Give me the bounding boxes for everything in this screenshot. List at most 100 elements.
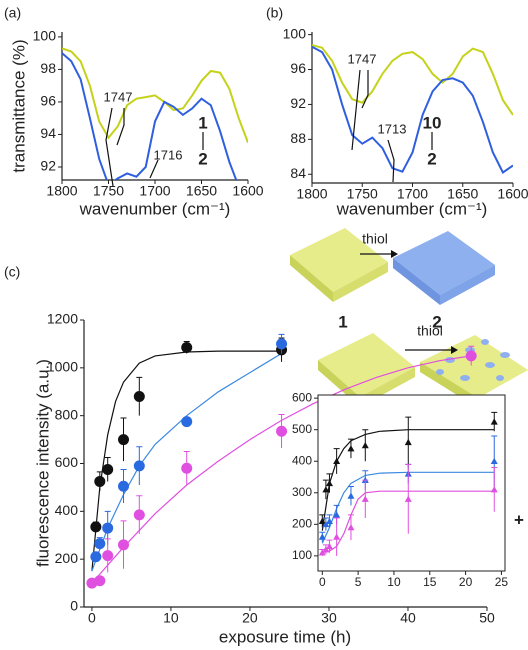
annotation-arrow xyxy=(361,70,369,109)
point xyxy=(90,551,102,563)
plot-area xyxy=(62,47,248,180)
panel-label: (a) xyxy=(4,5,21,21)
fit-line xyxy=(91,350,282,572)
point xyxy=(404,438,412,446)
line xyxy=(312,45,513,174)
y-axis-label: transmittance (%) xyxy=(9,39,28,172)
slab-edge xyxy=(440,265,495,305)
y-tick-label: 100 xyxy=(292,548,312,562)
panel: 0 10 20 30 40 50020040060080010001200(c)expos… xyxy=(4,231,524,647)
y-tick-label: 96 xyxy=(40,93,56,109)
x-tick-label: 30 xyxy=(321,610,337,626)
point xyxy=(361,441,369,449)
x-tick-label: 5 xyxy=(355,575,362,589)
point xyxy=(102,522,114,534)
point xyxy=(102,463,114,475)
point xyxy=(490,457,498,465)
annotation: 2 xyxy=(432,312,441,331)
line xyxy=(312,44,513,116)
x-tick-label: 40 xyxy=(400,610,416,626)
x-tick-label: 1800 xyxy=(46,183,77,199)
y-tick-label: 100 xyxy=(33,28,57,44)
annotation-arrow xyxy=(149,159,159,179)
point xyxy=(133,509,145,521)
fit-line xyxy=(322,490,495,554)
point xyxy=(333,457,341,465)
point xyxy=(118,539,130,551)
point xyxy=(465,350,477,362)
y-tick-label: 600 xyxy=(292,390,312,404)
point xyxy=(181,462,193,474)
point xyxy=(322,486,330,493)
line xyxy=(62,52,238,180)
point xyxy=(118,434,130,446)
point xyxy=(133,391,145,403)
y-tick-label: 200 xyxy=(55,550,79,566)
x-tick-label: 20 xyxy=(459,575,473,589)
y-tick-label: 1200 xyxy=(47,311,78,327)
panel-label: (c) xyxy=(4,264,20,280)
point xyxy=(181,342,193,354)
point xyxy=(133,460,145,472)
point xyxy=(94,475,106,487)
fit-line xyxy=(91,352,282,572)
panel: 1800 1750 1700 1650 1600 84 88 92 96 100(b) wavenu… xyxy=(266,5,528,219)
y-tick-label: 94 xyxy=(40,125,56,141)
x-tick-label: 0 xyxy=(319,575,326,589)
x-tick-label: 0 xyxy=(88,610,96,626)
annotation: + xyxy=(514,510,524,529)
annotation: 1713 xyxy=(378,121,407,136)
point xyxy=(322,546,330,553)
y-tick-label: 300 xyxy=(292,485,312,499)
point xyxy=(490,486,498,493)
schematic xyxy=(290,228,528,408)
annotation-arrow xyxy=(351,69,361,151)
annotation-arrow xyxy=(387,139,395,183)
series-label: 2 xyxy=(198,149,207,168)
axes-frame xyxy=(317,394,506,572)
point xyxy=(333,533,341,540)
x-tick-label: 1600 xyxy=(232,183,263,199)
annotation: 1747 xyxy=(104,89,133,104)
point xyxy=(318,517,326,524)
point xyxy=(90,521,102,533)
x-tick-label: 1600 xyxy=(497,186,528,202)
y-tick-label: 98 xyxy=(40,60,56,76)
point xyxy=(322,520,330,528)
fit-line xyxy=(321,471,495,544)
y-tick-label: 88 xyxy=(290,130,306,146)
y-tick-label: 96 xyxy=(290,60,306,76)
x-tick-label: 10 xyxy=(387,575,401,589)
x-tick-label: 1800 xyxy=(296,186,327,202)
point xyxy=(404,495,412,502)
point xyxy=(333,511,341,518)
x-tick-label: 10 xyxy=(163,610,179,626)
annotation: thiol xyxy=(417,323,443,339)
annotation: thiol xyxy=(362,231,388,247)
annotation-arrow xyxy=(116,108,125,146)
point xyxy=(325,479,333,487)
x-tick-label: 1750 xyxy=(347,186,378,202)
annotation: 1716 xyxy=(154,147,183,162)
x-axis-label: exposure time (h) xyxy=(219,627,351,646)
y-tick-label: 0 xyxy=(70,598,78,614)
point xyxy=(318,533,326,540)
slab xyxy=(393,231,495,295)
point xyxy=(347,445,355,452)
point xyxy=(102,550,114,562)
annotation-arrow xyxy=(105,107,114,187)
point xyxy=(181,416,193,428)
y-tick-label: 200 xyxy=(292,516,312,530)
y-tick-label: 84 xyxy=(290,165,306,181)
point xyxy=(347,523,355,531)
point xyxy=(325,542,333,550)
x-tick-label: 1700 xyxy=(139,183,170,199)
x-tick-label: 1650 xyxy=(186,183,217,199)
point xyxy=(94,538,106,550)
series-label: 2 xyxy=(427,149,436,168)
y-tick-label: 500 xyxy=(292,422,312,436)
y-axis-label: fluorescence intensity (a.u.) xyxy=(33,359,52,567)
plot-area xyxy=(312,44,513,174)
series-label: 10 xyxy=(423,113,442,132)
